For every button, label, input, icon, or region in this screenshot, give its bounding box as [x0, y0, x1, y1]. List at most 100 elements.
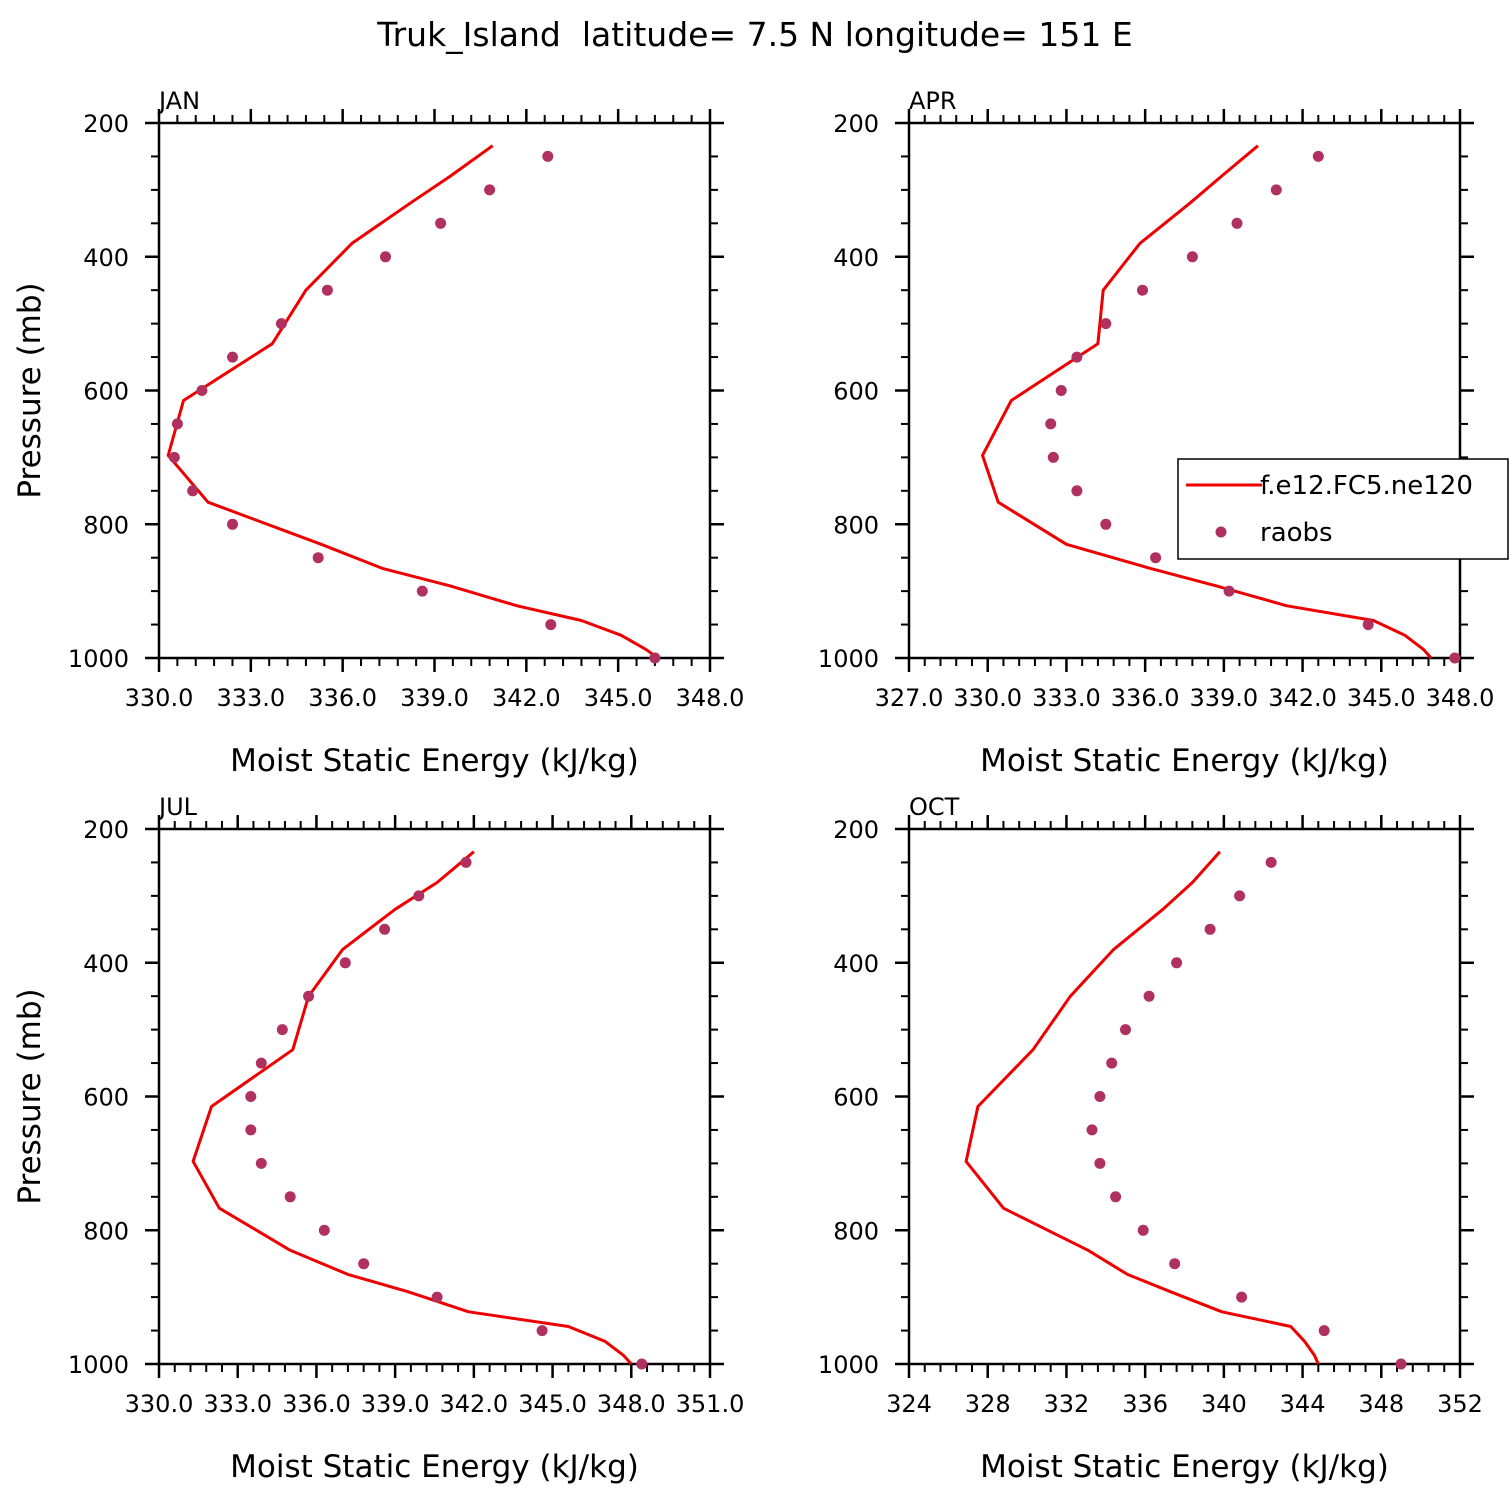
chart1-raobs-point [1150, 552, 1162, 564]
chart3-x-tick-label: 328 [965, 1390, 1011, 1418]
chart0-x-axis-label: Moist Static Energy (kJ/kg) [230, 743, 639, 779]
chart3-raobs-point [1120, 1024, 1131, 1036]
chart3-raobs-point [1094, 1091, 1106, 1102]
chart3-x-tick-label: 336 [1122, 1390, 1168, 1418]
chart3-x-tick-label: 324 [886, 1390, 932, 1418]
chart3-raobs-point [1169, 1258, 1181, 1270]
chart3-y-tick-label: 1000 [818, 1351, 879, 1379]
chart0-plot-frame [157, 121, 712, 660]
chart2-x-tick-label: 336.0 [282, 1390, 351, 1418]
chart0-x-tick-label: 348.0 [676, 684, 745, 712]
chart3-x-tick-label: 352 [1437, 1390, 1483, 1418]
chart2-raobs-point [460, 856, 472, 868]
chart3-raobs-point [1234, 890, 1246, 902]
chart3-raobs-point [1318, 1325, 1330, 1337]
chart1-x-tick-label: 348.0 [1426, 684, 1495, 712]
chart0-y-tick-label: 600 [83, 378, 129, 406]
chart3-y-tick-label: 200 [833, 816, 879, 844]
chart1-y-tick-label: 600 [833, 378, 879, 406]
chart3-raobs-point [1171, 957, 1183, 969]
chart0-y-tick-label: 1000 [68, 645, 129, 673]
chart2-plot-frame [157, 827, 712, 1366]
chart0-raobs-point [542, 150, 554, 162]
chart2-raobs-point [339, 957, 351, 969]
chart0-raobs-point [435, 217, 447, 229]
chart2-y-axis-label: Pressure (mb) [12, 988, 48, 1204]
chart3-x-tick-label: 340 [1201, 1390, 1247, 1418]
panel-apr: APR 327.0 330.0 333.0 336.0 339.0 342.0 345.0 34… [818, 87, 1494, 779]
chart3-plot-frame [907, 827, 1462, 1366]
chart0-x-tick-label: 333.0 [216, 684, 285, 712]
chart2-y-tick-label: 400 [83, 950, 129, 978]
chart1-raobs-point [1362, 619, 1374, 631]
chart0-raobs-point [227, 518, 238, 530]
chart1-x-tick-label: 333.0 [1032, 684, 1101, 712]
chart3-x-tick-label: 332 [1044, 1390, 1090, 1418]
chart1-raobs-point [1449, 652, 1461, 664]
chart0-raobs-point [227, 351, 238, 363]
chart2-x-tick-label: 333.0 [203, 1390, 272, 1418]
chart3-x-tick-label: 344 [1280, 1390, 1326, 1418]
chart1-raobs-point [1055, 385, 1067, 396]
chart2-raobs-point [318, 1224, 330, 1236]
chart1-x-tick-label: 339.0 [1189, 684, 1258, 712]
chart3-raobs-point [1204, 923, 1216, 935]
chart1-x-tick-label: 327.0 [875, 684, 944, 712]
chart2-raobs-point [245, 1124, 257, 1136]
chart1-y-tick-label: 200 [833, 110, 879, 138]
chart1-raobs-point [1047, 451, 1059, 463]
chart3-x-tick-label: 348 [1358, 1390, 1404, 1418]
chart2-model-line [191, 850, 633, 1366]
chart2-raobs-point [255, 1057, 267, 1069]
chart3-panel-title: OCT [909, 793, 960, 821]
legend: f.e12.FC5.ne120 raobs [1177, 458, 1509, 560]
chart0-x-tick-label: 342.0 [492, 684, 561, 712]
chart1-y-tick-label: 400 [833, 244, 879, 272]
chart2-x-tick-label: 342.0 [439, 1390, 508, 1418]
chart2-x-axis-label: Moist Static Energy (kJ/kg) [230, 1449, 639, 1485]
chart1-model-line [981, 144, 1433, 660]
chart0-raobs-point [380, 251, 391, 263]
chart0-x-tick-label: 345.0 [584, 684, 653, 712]
chart2-raobs-point [303, 990, 315, 1002]
chart1-x-tick-label: 330.0 [953, 684, 1022, 712]
chart1-x-tick-label: 342.0 [1268, 684, 1337, 712]
chart0-raobs-point [168, 451, 180, 463]
chart2-raobs-point [284, 1191, 296, 1203]
chart3-raobs-point [1094, 1157, 1106, 1169]
chart2-x-tick-label: 339.0 [361, 1390, 430, 1418]
chart1-raobs-point [1071, 351, 1083, 363]
chart0-y-tick-label: 400 [83, 244, 129, 272]
chart1-y-tick-label: 1000 [818, 645, 879, 673]
chart2-panel-title: JUL [157, 793, 198, 821]
chart1-raobs-point [1071, 485, 1083, 497]
chart0-x-tick-label: 339.0 [400, 684, 469, 712]
chart2-y-tick-label: 1000 [68, 1351, 129, 1379]
chart0-panel-title: JAN [157, 87, 200, 115]
chart1-x-tick-label: 336.0 [1111, 684, 1180, 712]
chart2-raobs-point [636, 1358, 648, 1370]
chart0-raobs-point [275, 318, 287, 330]
chart0-y-axis-label: Pressure (mb) [12, 282, 48, 498]
legend-obs-label: raobs [1260, 518, 1333, 548]
chart1-raobs-point [1270, 184, 1282, 196]
chart1-raobs-point [1045, 418, 1057, 430]
chart3-x-axis-label: Moist Static Energy (kJ/kg) [980, 1449, 1389, 1485]
chart3-raobs-point [1395, 1358, 1407, 1370]
chart3-raobs-point [1265, 856, 1277, 868]
panel-oct: OCT 324 328 332 336 340 344 348 352 200 400 600 800 1… [818, 793, 1483, 1485]
chart3-model-line [964, 850, 1320, 1365]
chart3-raobs-point [1110, 1191, 1122, 1203]
chart2-x-tick-label: 330.0 [125, 1390, 194, 1418]
legend-model-label: f.e12.FC5.ne120 [1260, 471, 1473, 501]
chart0-raobs-point [171, 418, 183, 430]
chart3-raobs-point [1236, 1291, 1248, 1303]
chart0-raobs-point [649, 652, 661, 664]
chart0-raobs-point [187, 485, 199, 497]
chart0-raobs-point [321, 284, 333, 296]
chart1-y-tick-label: 800 [833, 511, 879, 539]
chart3-y-tick-label: 600 [833, 1084, 879, 1112]
chart0-y-tick-label: 200 [83, 110, 129, 138]
chart0-raobs-point [196, 385, 208, 396]
chart3-y-tick-label: 800 [833, 1217, 879, 1245]
